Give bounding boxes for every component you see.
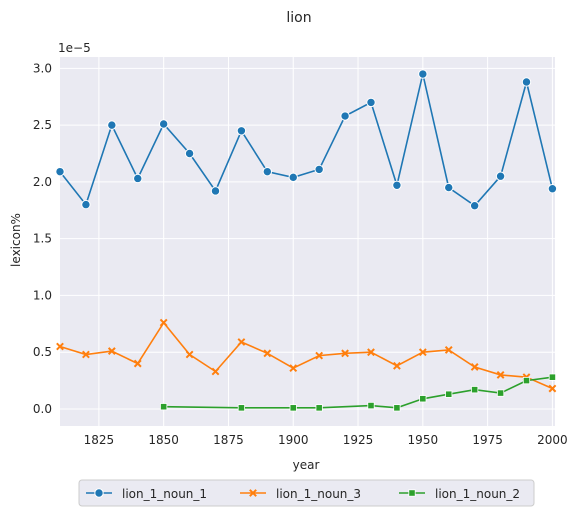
- data-point: [418, 348, 427, 357]
- grid-lines: [60, 57, 555, 426]
- legend-marker: [94, 488, 104, 498]
- data-point: [314, 164, 324, 175]
- data-point: [367, 401, 375, 410]
- y-tick-label: 1.5: [33, 232, 52, 246]
- data-point: [185, 350, 194, 359]
- legend: lion_1_noun_1 lion_1_noun_3 lion_1_noun_2: [78, 479, 535, 507]
- plot-background: [60, 57, 555, 426]
- x-tick-label: 1875: [213, 433, 244, 447]
- data-point: [289, 364, 298, 373]
- series-lion_1_noun_2: [160, 373, 557, 412]
- data-point: [444, 346, 453, 354]
- chart-title: lion: [286, 10, 311, 26]
- data-point: [340, 111, 350, 121]
- data-point: [471, 386, 479, 394]
- series-line: [59, 73, 554, 207]
- y-tick-label: 1.0: [33, 288, 52, 302]
- series-layer: [55, 69, 558, 412]
- data-point: [393, 361, 401, 370]
- y-tick-label: 3.0: [33, 61, 52, 75]
- x-tick-label: 1850: [148, 433, 179, 447]
- legend-item: lion_1_noun_3: [240, 487, 361, 501]
- legend-marker: [249, 489, 257, 497]
- y-axis-ticks: 0.0 0.5 1.0 1.5 2.0 2.5 3.0: [33, 61, 52, 416]
- data-point: [211, 367, 220, 376]
- y-tick-label: 2.0: [33, 175, 52, 189]
- y-tick-label: 2.5: [33, 118, 52, 132]
- x-tick-label: 2000: [537, 433, 568, 447]
- data-point: [418, 69, 428, 79]
- data-point: [496, 371, 505, 379]
- data-point: [237, 338, 246, 346]
- legend-item: lion_1_noun_1: [86, 487, 207, 501]
- legend-label: lion_1_noun_3: [276, 487, 361, 501]
- data-point: [262, 166, 273, 177]
- series-lion_1_noun_3: [56, 318, 557, 393]
- data-point: [158, 119, 169, 129]
- data-point: [469, 201, 480, 211]
- data-point: [56, 342, 64, 351]
- data-point: [495, 171, 506, 181]
- data-point: [160, 403, 168, 411]
- legend-label: lion_1_noun_2: [435, 487, 520, 501]
- data-point: [210, 186, 221, 196]
- data-point: [184, 148, 195, 159]
- data-point: [470, 363, 479, 371]
- data-point: [133, 359, 142, 368]
- data-point: [366, 97, 376, 108]
- x-axis-ticks: 1825 1850 1875 1900 1925 1950 1975 2000: [84, 433, 568, 447]
- data-point: [159, 318, 168, 327]
- y-tick-label: 0.5: [33, 345, 52, 359]
- data-point: [367, 348, 375, 357]
- data-point: [315, 351, 324, 360]
- data-point: [107, 347, 116, 355]
- data-point: [547, 184, 558, 194]
- series-line: [59, 321, 553, 390]
- data-point: [289, 404, 297, 412]
- data-point: [548, 384, 557, 393]
- data-point: [444, 182, 454, 193]
- series-lion_1_noun_1: [55, 69, 558, 211]
- x-tick-label: 1900: [278, 433, 309, 447]
- legend-label: lion_1_noun_1: [122, 487, 207, 501]
- data-point: [315, 404, 323, 412]
- data-point: [419, 395, 427, 403]
- data-point: [392, 180, 402, 190]
- data-point: [237, 404, 246, 412]
- data-point: [341, 349, 349, 358]
- data-point: [496, 389, 505, 397]
- data-point: [445, 390, 453, 398]
- data-point: [393, 404, 401, 412]
- x-tick-label: 1950: [408, 433, 439, 447]
- legend-frame: [78, 479, 535, 507]
- data-point: [548, 373, 557, 381]
- x-tick-label: 1975: [472, 433, 503, 447]
- y-axis-label: lexicon%: [9, 213, 23, 267]
- legend-marker: [408, 489, 416, 497]
- data-point: [288, 172, 298, 183]
- data-point: [133, 173, 143, 184]
- data-point: [263, 349, 272, 358]
- y-tick-label: 0.0: [33, 402, 52, 416]
- x-axis-label: year: [293, 458, 320, 472]
- data-point: [522, 376, 531, 385]
- legend-item: lion_1_noun_2: [399, 487, 520, 501]
- data-point: [81, 199, 91, 210]
- x-tick-label: 1825: [84, 433, 115, 447]
- data-point: [107, 120, 117, 130]
- y-axis-offset-label: 1e−5: [58, 41, 91, 55]
- data-point: [82, 350, 90, 359]
- data-point: [55, 166, 65, 177]
- x-tick-label: 1925: [343, 433, 374, 447]
- series-line: [163, 376, 553, 409]
- data-point: [236, 126, 247, 136]
- data-point: [521, 77, 532, 87]
